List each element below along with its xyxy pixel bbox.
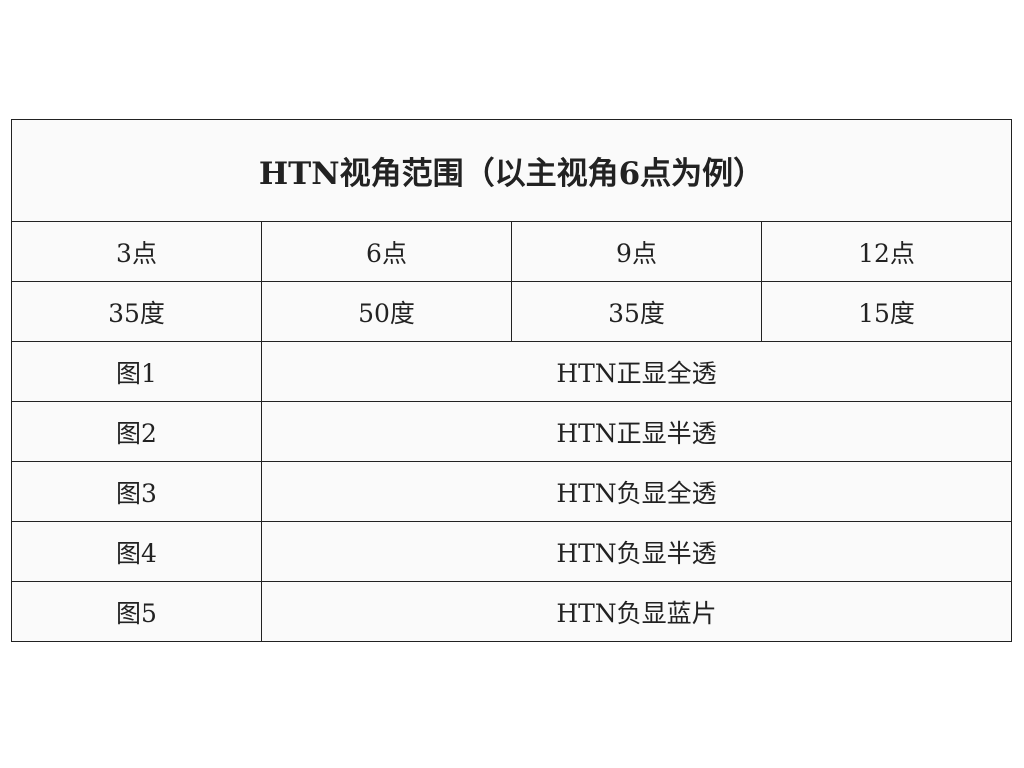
figure-label: 图1 — [11, 341, 262, 402]
figure-description: HTN正显半透 — [260, 401, 1013, 462]
angle-cell: 50度 — [261, 281, 512, 342]
figure-description: HTN负显蓝片 — [260, 581, 1013, 642]
figure-description: HTN负显全透 — [260, 461, 1013, 522]
viewing-angle-table: HTN视角范围（以主视角6点为例） 3点 6点 9点 12点 35度 50度 3… — [10, 119, 1013, 642]
position-row: 3点 6点 9点 12点 — [11, 221, 1013, 282]
angle-cell: 15度 — [760, 281, 1013, 342]
angle-cell: 35度 — [11, 281, 262, 342]
figure-label: 图3 — [11, 461, 262, 522]
position-cell: 12点 — [760, 221, 1013, 282]
figure-row: 图2 HTN正显半透 — [11, 401, 1013, 462]
angle-cell: 35度 — [511, 281, 762, 342]
figure-description: HTN正显全透 — [260, 341, 1013, 402]
position-cell: 9点 — [511, 221, 762, 282]
figure-row: 图5 HTN负显蓝片 — [11, 581, 1013, 642]
position-cell: 6点 — [261, 221, 512, 282]
title-row: HTN视角范围（以主视角6点为例） — [10, 119, 1013, 222]
figure-label: 图4 — [11, 521, 262, 582]
figure-label: 图2 — [11, 401, 262, 462]
figure-description: HTN负显半透 — [260, 521, 1013, 582]
figure-row: 图4 HTN负显半透 — [11, 521, 1013, 582]
angle-row: 35度 50度 35度 15度 — [11, 281, 1013, 342]
table-title: HTN视角范围（以主视角6点为例） — [10, 119, 1013, 222]
figure-row: 图3 HTN负显全透 — [11, 461, 1013, 522]
figure-label: 图5 — [11, 581, 262, 642]
position-cell: 3点 — [11, 221, 262, 282]
figure-row: 图1 HTN正显全透 — [11, 341, 1013, 402]
